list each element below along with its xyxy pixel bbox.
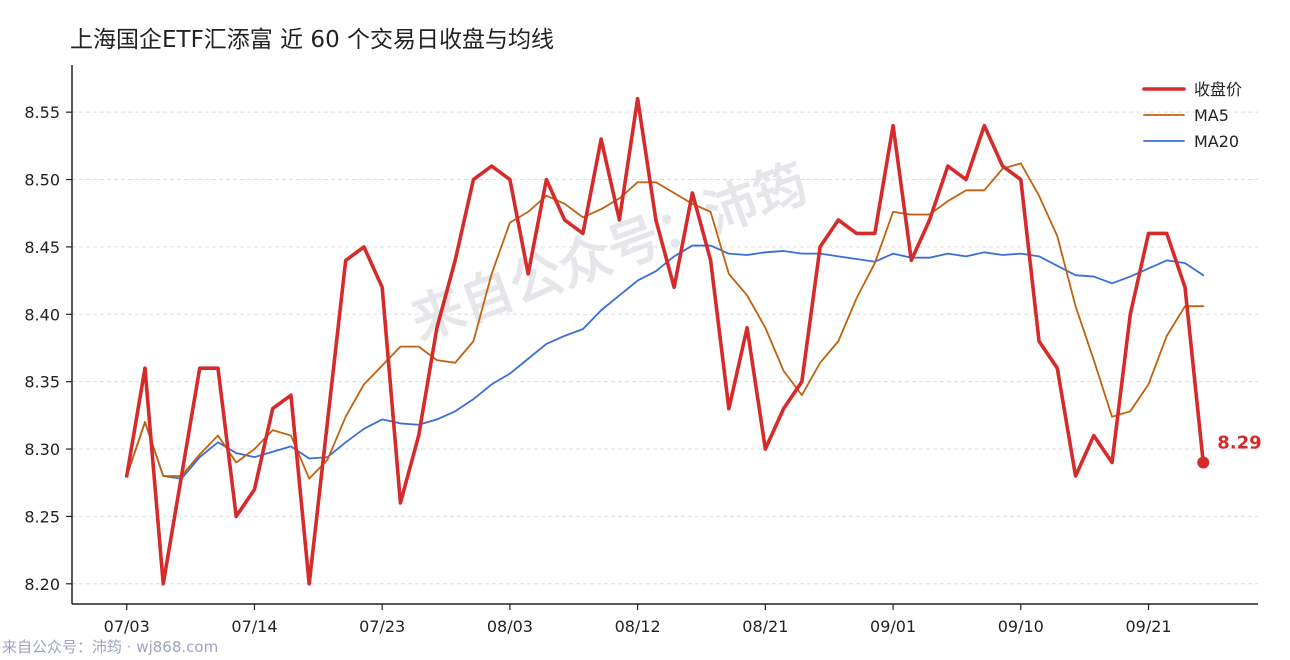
last-close-label: 8.29 [1217,433,1261,454]
series-close-line [124,96,1206,586]
y-tick-label: 8.50 [24,171,60,190]
legend-label: MA20 [1194,132,1239,151]
x-tick-label: 08/12 [615,617,661,636]
last-close-point [1197,456,1210,469]
y-tick-label: 8.25 [24,507,60,526]
legend-label: MA5 [1194,106,1229,125]
legend: 收盘价 MA5 MA20 [1142,80,1242,151]
footer-source: 来自公众号：沛筠 · wj868.com [2,638,219,656]
x-tick-label: 09/21 [1125,617,1171,636]
x-tick-label: 07/03 [104,617,150,636]
axes: 8.20 8.25 8.30 8.35 8.40 8.45 8.50 8.55 07/03 07/… [24,65,1258,636]
y-tick-label: 8.55 [24,103,60,122]
x-tick-label: 07/14 [231,617,277,636]
legend-label: 收盘价 [1194,80,1242,99]
x-tick-label: 09/10 [998,617,1044,636]
x-tick-label: 09/01 [870,617,916,636]
series-ma20-line [125,244,1205,480]
x-tick-label: 08/03 [487,617,533,636]
x-tick-label: 07/23 [359,617,405,636]
series-ma5-line [125,162,1205,480]
y-tick-label: 8.20 [24,575,60,594]
series-layer: 8.29 [124,96,1262,586]
y-tick-label: 8.30 [24,440,60,459]
x-tick-label: 08/21 [742,617,788,636]
y-tick-label: 8.35 [24,373,60,392]
y-tick-label: 8.45 [24,238,60,257]
grid-lines [72,111,1258,585]
y-tick-label: 8.40 [24,305,60,324]
chart-title: 上海国企ETF汇添富 近 60 个交易日收盘与均线 [70,27,555,53]
